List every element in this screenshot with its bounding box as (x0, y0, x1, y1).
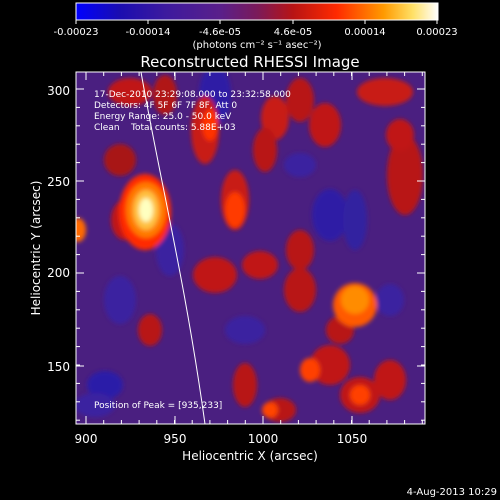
solar-limb-line (140, 72, 206, 424)
annotation-time-range: 17-Dec-2010 23:29:08.000 to 23:32:58.000 (94, 90, 291, 100)
emission-blob (242, 251, 278, 279)
emission-blob (357, 78, 413, 106)
emission-blob (253, 128, 277, 172)
emission-blob (312, 189, 348, 241)
colorbar-tick-label: 0.00014 (344, 27, 385, 38)
emission-blob (202, 109, 218, 141)
emission-blob (300, 358, 320, 382)
emission-blob (225, 316, 265, 344)
emission-blob (387, 135, 423, 215)
colorbar-tick-label: -4.6e-05 (199, 27, 241, 38)
colorbar-tick-label: 0.00023 (416, 27, 457, 38)
emission-blob (309, 103, 341, 147)
emission-blob (193, 257, 237, 293)
y-tick-label: 200 (47, 266, 70, 280)
image-emission-blobs (76, 72, 423, 422)
emission-blob (138, 314, 162, 346)
emission-blob (376, 284, 404, 316)
rhessi-image (76, 72, 425, 424)
emission-blob (350, 385, 370, 405)
x-tick-label: 900 (75, 432, 98, 446)
colorbar-tick-marks (75, 20, 438, 24)
emission-blob (262, 402, 278, 418)
colorbar: -0.00023 -0.00014 -4.6e-05 4.6e-05 0.000… (54, 2, 458, 51)
emission-blob (87, 371, 123, 399)
image-background (76, 72, 425, 424)
emission-blob (225, 192, 245, 228)
annotation-clean-counts: Clean Total counts: 5.88E+03 (94, 123, 236, 133)
colorbar-tick-label: 4.6e-05 (274, 27, 312, 38)
colorbar-tick-label: -0.00014 (126, 27, 171, 38)
y-tick-label: 150 (47, 360, 70, 374)
emission-blob (386, 119, 414, 151)
colorbar-gradient (75, 2, 439, 21)
emission-blob (343, 190, 367, 250)
emission-blob (104, 144, 136, 176)
emission-blob (233, 363, 257, 407)
annotation-detectors: Detectors: 4F 5F 6F 7F 8F, Att 0 (94, 101, 237, 111)
x-tick-label: 1050 (337, 432, 368, 446)
emission-blob (341, 286, 369, 314)
emission-blob (104, 276, 136, 324)
footer-timestamp: 4-Aug-2013 10:29 (407, 487, 497, 498)
emission-blob (374, 360, 406, 400)
plot-frame (75, 71, 426, 425)
emission-blob (76, 218, 86, 242)
x-axis-label: Heliocentric X (arcsec) (182, 449, 318, 463)
annotation-energy-range: Energy Range: 25.0 - 50.0 keV (94, 112, 232, 122)
axis-tick-marks (76, 72, 425, 424)
x-tick-label: 950 (164, 432, 187, 446)
emission-blob (284, 268, 316, 312)
emission-blob (139, 198, 153, 222)
emission-blob (108, 78, 152, 106)
emission-blob (310, 345, 350, 385)
plot-title: Reconstructed RHESSI Image (140, 53, 359, 71)
emission-blob (284, 153, 316, 177)
y-tick-label: 250 (47, 175, 70, 189)
colorbar-tick-label: -0.00023 (54, 27, 99, 38)
emission-blob (76, 393, 115, 417)
emission-blob (286, 78, 314, 122)
annotation-peak-position: Position of Peak = [935,233] (94, 401, 222, 411)
colorbar-unit-label: (photons cm⁻² s⁻¹ asec⁻²) (192, 40, 321, 51)
x-tick-label: 1000 (248, 432, 279, 446)
y-axis-label: Heliocentric Y (arcsec) (29, 181, 43, 316)
y-tick-label: 300 (47, 84, 70, 98)
emission-blob (286, 230, 314, 270)
emission-blob (153, 75, 177, 115)
